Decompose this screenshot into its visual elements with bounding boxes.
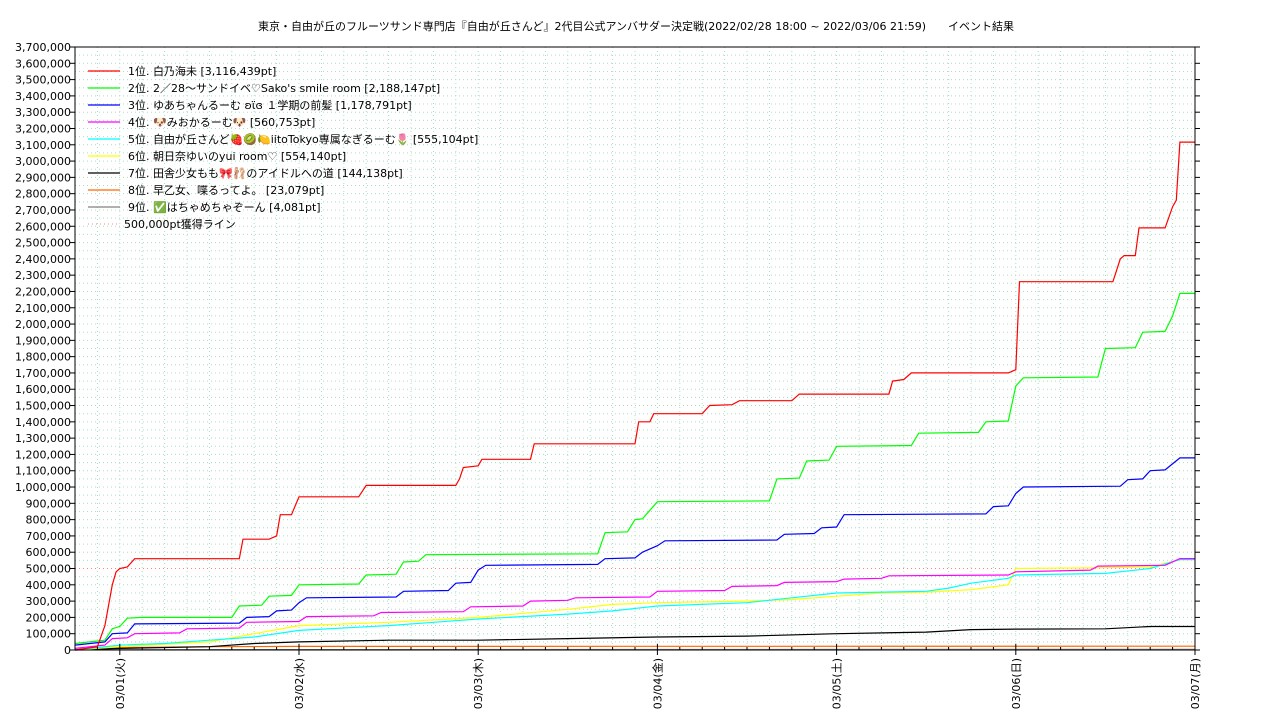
y-tick-label: 3,000,000	[15, 155, 71, 168]
series-line	[74, 292, 1195, 645]
legend-entry: 9位. ✅はちゃめちゃぞーん [4,081pt]	[128, 200, 321, 214]
y-tick-label: 2,800,000	[15, 188, 71, 201]
y-tick-label: 3,300,000	[15, 106, 71, 119]
x-tick-label: 03/01(火)	[114, 658, 127, 709]
y-tick-label: 2,700,000	[15, 204, 71, 217]
y-axis: 0 100,000 200,000 300,000 400,000 500,000 600,…	[15, 41, 1200, 657]
y-tick-label: 3,200,000	[15, 122, 71, 135]
y-tick-label: 300,000	[26, 595, 72, 608]
y-tick-label: 1,300,000	[15, 432, 71, 445]
x-tick-label: 03/02(水)	[293, 658, 306, 709]
y-tick-label: 1,700,000	[15, 367, 71, 380]
series-line	[74, 457, 1195, 646]
y-tick-label: 500,000	[26, 563, 72, 576]
legend-entry: 7位. 田舎少女もも🎀🩰のアイドルへの道 [144,138pt]	[128, 166, 403, 180]
y-tick-label: 2,600,000	[15, 220, 71, 233]
y-tick-label: 1,900,000	[15, 334, 71, 347]
x-tick-label: 03/04(金)	[650, 658, 664, 709]
series-line	[74, 141, 1195, 651]
x-tick-label: 03/07(月)	[1189, 658, 1202, 709]
series-line	[74, 558, 1195, 651]
series-line	[74, 625, 1195, 651]
x-axis: 03/01(火) 03/02(水) 03/03(木) 03/04(金) 03/05(土)…	[96, 644, 1202, 709]
legend-entry: 5位. 自由が丘さんど🍓🥝🍋iitoTokyo専属なぎるーむ🌷 [555,104…	[128, 132, 478, 146]
y-tick-label: 700,000	[26, 530, 72, 543]
y-tick-label: 1,800,000	[15, 351, 71, 364]
y-tick-label: 2,100,000	[15, 302, 71, 315]
y-tick-label: 3,700,000	[15, 41, 71, 54]
y-tick-label: 0	[64, 644, 71, 657]
series-line	[74, 559, 1195, 651]
series-line	[74, 558, 1195, 649]
y-tick-label: 100,000	[26, 628, 72, 641]
y-tick-label: 600,000	[26, 546, 72, 559]
legend-entry: 3位. ゆあちゃんるーむ ʚϊɞ １学期の前髪 [1,178,791pt]	[128, 98, 412, 112]
chart-title: 東京・自由が丘のフルーツサンド専門店『自由が丘さんど』2代目公式アンバサダー決定…	[258, 19, 1014, 33]
x-tick-label: 03/06(日)	[1010, 658, 1023, 709]
y-tick-label: 3,100,000	[15, 139, 71, 152]
y-tick-label: 200,000	[26, 611, 72, 624]
legend: 1位. 白乃海未 [3,116,439pt] 2位. 2／28〜サンドイベ♡Sak…	[88, 64, 478, 231]
legend-entry: 4位. 🐶みおかるーむ🐶 [560,753pt]	[128, 115, 315, 129]
y-tick-label: 2,400,000	[15, 253, 71, 266]
x-tick-label: 03/03(木)	[472, 658, 485, 709]
y-tick-label: 2,500,000	[15, 237, 71, 250]
y-tick-label: 1,400,000	[15, 416, 71, 429]
y-tick-label: 400,000	[26, 579, 72, 592]
y-tick-label: 1,100,000	[15, 465, 71, 478]
legend-entry: 8位. 早乙女、喋るってよ。 [23,079pt]	[128, 183, 324, 197]
legend-entry: 1位. 白乃海未 [3,116,439pt]	[128, 64, 276, 78]
y-tick-label: 1,200,000	[15, 448, 71, 461]
y-tick-label: 1,600,000	[15, 383, 71, 396]
x-tick-label: 03/05(土)	[831, 658, 844, 709]
y-tick-label: 2,000,000	[15, 318, 71, 331]
y-tick-label: 1,000,000	[15, 481, 71, 494]
legend-entry-reference: 500,000pt獲得ライン	[124, 218, 236, 231]
y-tick-label: 3,400,000	[15, 90, 71, 103]
y-tick-label: 3,600,000	[15, 57, 71, 70]
y-tick-label: 800,000	[26, 514, 72, 527]
legend-entry: 2位. 2／28〜サンドイベ♡Sako's smile room [2,188,…	[128, 81, 440, 95]
y-tick-label: 900,000	[26, 497, 72, 510]
y-tick-label: 1,500,000	[15, 400, 71, 413]
series-line	[74, 645, 1195, 651]
y-tick-label: 2,300,000	[15, 269, 71, 282]
legend-entry: 6位. 朝日奈ゆいのyui room♡ [554,140pt]	[128, 149, 346, 163]
y-tick-label: 2,200,000	[15, 285, 71, 298]
y-tick-label: 3,500,000	[15, 74, 71, 87]
y-tick-label: 2,900,000	[15, 171, 71, 184]
